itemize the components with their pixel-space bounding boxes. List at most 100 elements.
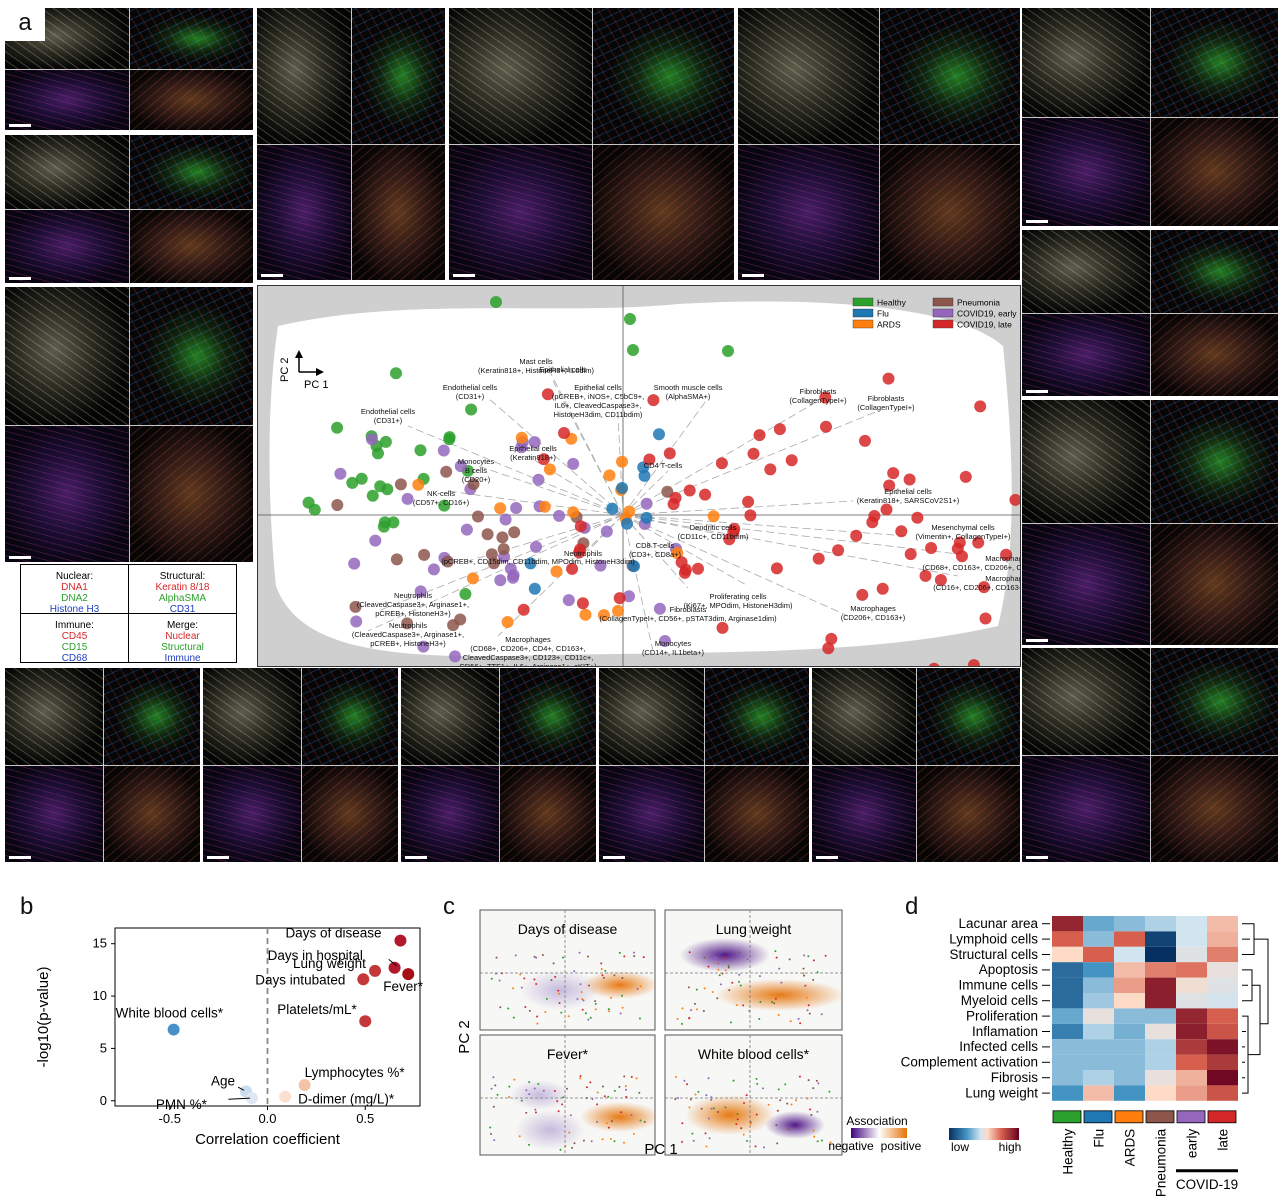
heatmap-cell — [1052, 1008, 1083, 1024]
heatmap-cell — [1145, 977, 1176, 993]
microscopy-tile — [203, 668, 398, 862]
heatmap-row-label: Structural cells — [949, 947, 1038, 962]
channel-quadrant — [1150, 8, 1278, 117]
sample-dot — [691, 1132, 694, 1135]
sample-dot — [632, 1132, 635, 1135]
sample-dot — [525, 1089, 528, 1092]
microscopy-tile — [738, 8, 1020, 280]
pca-point — [449, 650, 461, 663]
scatter-point — [402, 968, 415, 981]
channel-quadrant — [1022, 648, 1150, 755]
pca-point — [678, 566, 691, 579]
heatmap-cell — [1145, 962, 1176, 978]
pca-point — [616, 482, 629, 494]
sample-dot — [690, 1009, 693, 1012]
sample-dot — [589, 1081, 592, 1084]
channel-quadrant — [591, 144, 734, 280]
sample-dot — [559, 1148, 562, 1151]
sample-dot — [742, 1004, 745, 1007]
pca-point — [485, 548, 498, 561]
scatter-point — [394, 934, 407, 947]
sample-dot — [507, 1007, 510, 1010]
sample-dot — [688, 1106, 691, 1109]
pca-point — [334, 467, 347, 480]
channel-quadrant — [203, 668, 301, 765]
sample-dot — [579, 1077, 582, 1080]
sample-dot — [618, 1085, 621, 1088]
heatmap-cell — [1176, 1008, 1207, 1024]
sample-dot — [580, 991, 583, 994]
facet-title: Fever* — [547, 1046, 589, 1062]
sample-dot — [799, 1022, 802, 1025]
sample-dot — [632, 951, 635, 954]
channel-quadrant — [1150, 522, 1278, 645]
channel-quadrant — [351, 8, 445, 144]
channel-quadrant — [738, 8, 879, 144]
pca-point — [454, 613, 467, 626]
heatmap-cell — [1176, 1023, 1207, 1040]
scatter-point-label: Days of disease — [285, 926, 381, 941]
leader-line — [388, 959, 397, 967]
sample-dot — [735, 1123, 738, 1126]
sample-dot — [746, 1139, 749, 1142]
pca-point — [653, 428, 665, 441]
legend-immune: Immune: CD45 CD15 CD68 — [55, 620, 94, 664]
channel-quadrant — [1022, 755, 1150, 862]
sample-dot — [703, 987, 706, 990]
pca-point — [414, 444, 427, 457]
sample-dot — [812, 978, 815, 981]
sample-dot — [596, 1120, 599, 1123]
heatmap-cell — [1114, 962, 1145, 978]
scale-bar — [1026, 856, 1048, 859]
sample-dot — [528, 1081, 531, 1084]
sample-dot — [498, 979, 501, 982]
heatmap-cell — [1114, 1085, 1145, 1101]
sample-dot — [784, 1083, 787, 1086]
sample-dot — [558, 1001, 561, 1004]
sample-dot — [523, 977, 526, 980]
heatmap-row-label: Apoptosis — [979, 962, 1039, 977]
density-blob — [515, 1110, 585, 1150]
heatmap-cell — [1207, 1054, 1238, 1070]
heatmap-cell — [1176, 1070, 1207, 1086]
pca-point — [369, 534, 382, 547]
pca-legend-swatch — [852, 319, 874, 329]
sample-dot — [717, 1111, 720, 1114]
heatmap-cell — [1145, 1023, 1176, 1040]
pca-point — [1000, 548, 1013, 561]
legend-merge: Merge: Nuclear Structural Immune — [161, 620, 204, 664]
microscopy-tile — [257, 8, 445, 280]
heatmap-cell — [1145, 946, 1176, 963]
sample-dot — [525, 1111, 528, 1114]
sample-dot — [642, 956, 645, 959]
pca-pc1-label: PC 1 — [304, 379, 328, 391]
heatmap-cell — [1052, 916, 1083, 932]
channel-quadrant — [1150, 230, 1278, 313]
pca-pc2-label: PC 2 — [279, 358, 291, 382]
pca-point — [624, 313, 636, 325]
sample-dot — [812, 1087, 815, 1090]
pca-point — [532, 473, 545, 486]
sample-dot — [786, 1102, 789, 1105]
pca-point — [671, 547, 684, 560]
pca-point — [727, 526, 740, 539]
sample-dot — [674, 1098, 677, 1101]
pca-point — [515, 441, 528, 454]
sample-dot — [704, 1132, 707, 1135]
sample-dot — [579, 983, 582, 986]
heatmap-row-label: Fibrosis — [991, 1070, 1039, 1085]
channel-quadrant — [102, 765, 200, 862]
heatmap-cell — [1145, 1008, 1176, 1024]
column-color-swatch — [1207, 1110, 1237, 1124]
pca-point — [895, 525, 908, 538]
sample-dot — [807, 1004, 810, 1007]
sample-dot — [533, 978, 536, 981]
pca-point — [744, 509, 757, 522]
sample-dot — [816, 1140, 819, 1143]
loading-label: Smooth muscle cells (AlphaSMA+) — [654, 383, 723, 401]
sample-dot — [535, 982, 538, 985]
heatmap-cell — [1052, 962, 1083, 978]
channel-quadrant — [704, 765, 809, 862]
pca-point — [606, 502, 619, 515]
sample-dot — [787, 1128, 790, 1131]
